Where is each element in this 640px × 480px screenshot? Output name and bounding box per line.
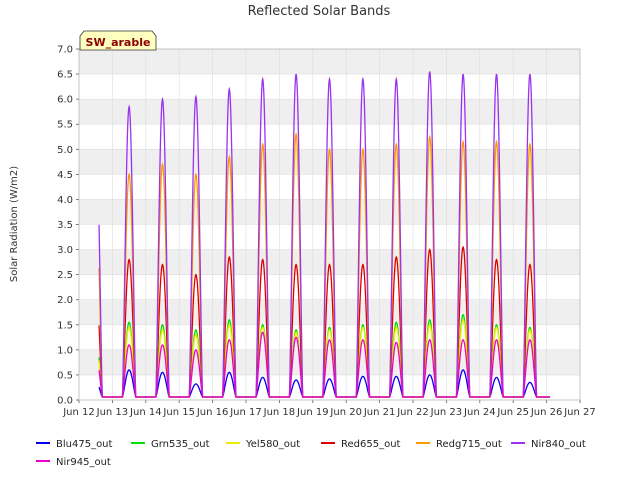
y-tick-label: 2.5	[57, 270, 73, 281]
y-tick-label: 7.0	[57, 45, 73, 56]
y-tick-label: 4.0	[57, 195, 73, 206]
y-tick-label: 0.0	[57, 396, 73, 407]
chart-title: Reflected Solar Bands	[248, 4, 391, 19]
legend-label: Nir840_out	[531, 439, 586, 450]
y-tick-label: 2.0	[57, 295, 73, 306]
y-tick-label: 4.5	[57, 170, 73, 181]
x-tick-label: Jun 20	[329, 407, 362, 418]
x-tick-label: Jun 25	[496, 407, 529, 418]
badge-label: SW_arable	[86, 36, 151, 49]
legend-label: Nir945_out	[56, 457, 111, 468]
x-tick-label: Jun 23	[430, 407, 463, 418]
y-tick-label: 0.5	[57, 370, 73, 381]
x-tick-label: Jun 15	[162, 407, 195, 418]
x-tick-label: Jun 21	[363, 407, 396, 418]
y-axis-label: Solar Radiation (W/m2)	[9, 166, 20, 282]
y-tick-label: 6.5	[57, 70, 73, 81]
axes: 0.0 0.5 1.0 1.5 2.0 2.5 3.0 3.5 4.0 4.5 5.0 5.5 6.0 6…	[57, 45, 596, 419]
x-tick-label: Jun 24	[463, 407, 496, 418]
plot-frame	[78, 48, 581, 401]
legend-label: Grn535_out	[151, 439, 210, 450]
legend: Blu475_out Grn535_out Yel580_out Red655_out…	[36, 439, 586, 468]
x-tick-label: Jun 18	[263, 407, 296, 418]
x-tick-label: Jun 26	[530, 407, 563, 418]
y-tick-label: 5.0	[57, 145, 73, 156]
x-tick-label: Jun 17	[229, 407, 262, 418]
y-tick-label: 5.5	[57, 120, 73, 131]
x-tick-label: Jun 12	[62, 407, 95, 418]
y-tick-label: 3.5	[57, 220, 73, 231]
y-tick-label: 1.5	[57, 320, 73, 331]
y-tick-label: 1.0	[57, 345, 73, 356]
series-line-nir945-out	[98, 331, 550, 398]
legend-label: Redg715_out	[436, 439, 502, 450]
y-tick-label: 3.0	[57, 245, 73, 256]
y-tick-label: 6.0	[57, 95, 73, 106]
x-tick-label: Jun 16	[196, 407, 229, 418]
series-layer	[98, 71, 550, 398]
x-tick-label: Jun 14	[129, 407, 162, 418]
sw-arable-badge: SW_arable	[79, 30, 157, 51]
x-tick-label: Jun 19	[296, 407, 329, 418]
x-tick-label: Jun 13	[96, 407, 129, 418]
legend-label: Blu475_out	[56, 439, 113, 450]
x-tick-label: Jun 22	[396, 407, 429, 418]
legend-label: Red655_out	[341, 439, 401, 450]
x-tick-label: Jun 27	[563, 407, 596, 418]
legend-label: Yel580_out	[245, 439, 300, 450]
